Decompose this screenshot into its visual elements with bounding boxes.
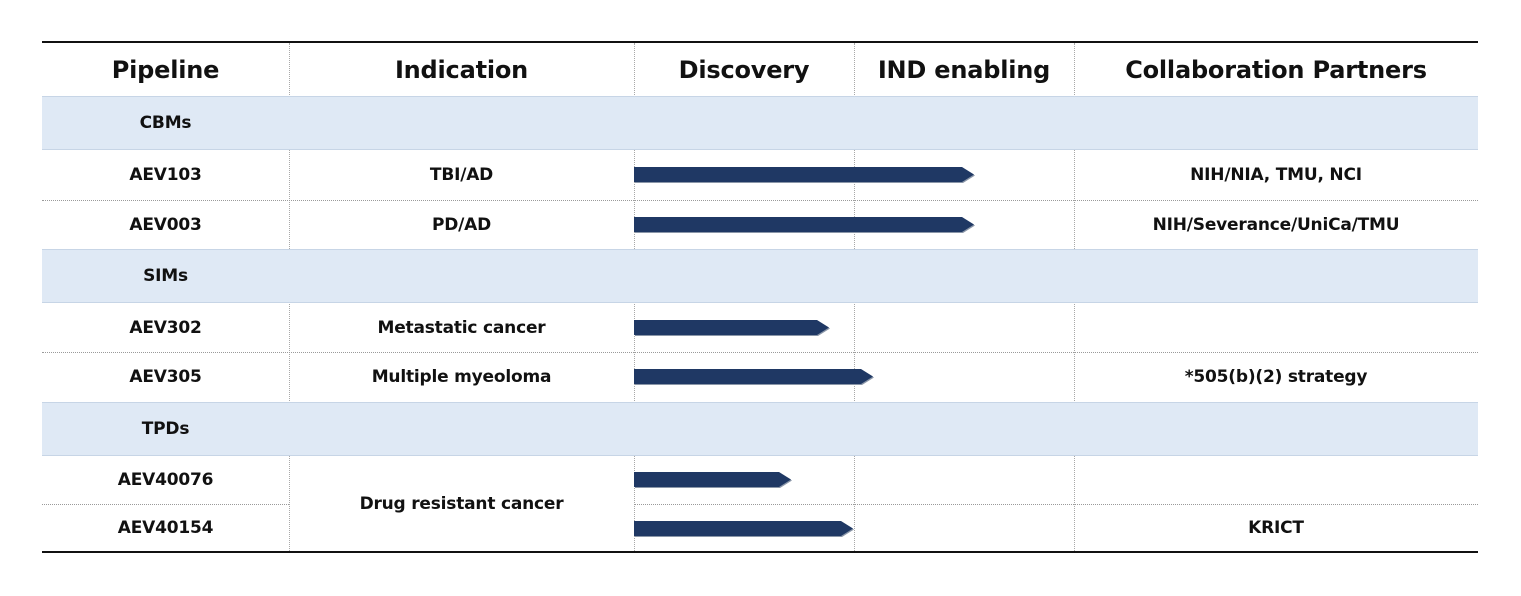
partners-cell: NIH/Severance/UniCa/TMU bbox=[1152, 215, 1400, 235]
section-label: SIMs bbox=[143, 266, 188, 286]
row-divider bbox=[42, 504, 289, 505]
progress-arrow-shape bbox=[634, 521, 853, 536]
progress-arrow-shape bbox=[634, 320, 829, 335]
partners-cell: *505(b)(2) strategy bbox=[1184, 367, 1368, 387]
table-row: AEV40076 bbox=[42, 456, 1478, 504]
progress-arrow bbox=[634, 320, 830, 336]
indication-cell: PD/AD bbox=[431, 215, 492, 235]
progress-arrow bbox=[634, 217, 975, 233]
partners-cell bbox=[1074, 456, 1478, 504]
progress-arrow-shape bbox=[634, 369, 873, 384]
section-row-cbms: CBMs bbox=[42, 96, 1478, 150]
partners-cell: KRICT bbox=[1248, 517, 1304, 538]
pipeline-table: Pipeline Indication Discovery IND enabli… bbox=[42, 41, 1478, 553]
partners-cell: NIH/NIA, TMU, NCI bbox=[1190, 165, 1362, 185]
table-row: AEV40154 KRICT bbox=[42, 504, 1478, 551]
header-ind-enabling: IND enabling bbox=[877, 55, 1051, 84]
section-row-tpds: TPDs bbox=[42, 402, 1478, 456]
table-row: AEV103 TBI/AD NIH/NIA, TMU, NCI bbox=[42, 150, 1478, 200]
indication-cell: Multiple myeoloma bbox=[371, 367, 552, 387]
header-pipeline: Pipeline bbox=[111, 55, 220, 84]
table-row: AEV305 Multiple myeoloma *505(b)(2) stra… bbox=[42, 352, 1478, 402]
section-label: CBMs bbox=[139, 113, 192, 133]
indication-cell: Metastatic cancer bbox=[377, 318, 546, 338]
progress-arrow-shape bbox=[634, 217, 974, 232]
progress-arrow bbox=[634, 521, 854, 537]
progress-bar bbox=[634, 166, 975, 183]
indication-cell: TBI/AD bbox=[429, 165, 494, 185]
progress-arrow-shape bbox=[634, 167, 974, 182]
progress-bar bbox=[634, 319, 830, 336]
pipeline-cell: AEV302 bbox=[129, 318, 202, 338]
header-discovery: Discovery bbox=[678, 55, 810, 84]
progress-bar bbox=[634, 368, 874, 385]
row-divider bbox=[42, 200, 1478, 201]
progress-arrow-shape bbox=[634, 472, 791, 487]
header-collaboration-partners: Collaboration Partners bbox=[1125, 55, 1427, 84]
progress-bar bbox=[634, 216, 975, 233]
merged-indication-row: Drug resistant cancer bbox=[289, 456, 634, 551]
pipeline-cell: AEV103 bbox=[129, 165, 202, 185]
row-divider bbox=[42, 352, 1478, 353]
partners-cell bbox=[1074, 303, 1478, 353]
pipeline-cell: AEV40154 bbox=[117, 517, 214, 538]
pipeline-cell: AEV40076 bbox=[117, 470, 214, 490]
pipeline-cell: AEV003 bbox=[129, 215, 202, 235]
progress-arrow bbox=[634, 472, 792, 488]
progress-bar bbox=[634, 471, 792, 488]
progress-bar bbox=[634, 520, 854, 537]
table-row: AEV302 Metastatic cancer bbox=[42, 303, 1478, 353]
header-indication: Indication bbox=[394, 55, 529, 84]
progress-arrow bbox=[634, 369, 874, 385]
indication-cell: Drug resistant cancer bbox=[359, 493, 564, 514]
row-divider bbox=[634, 504, 1478, 505]
table-row: AEV003 PD/AD NIH/Severance/UniCa/TMU bbox=[42, 200, 1478, 250]
progress-arrow bbox=[634, 167, 975, 183]
pipeline-cell: AEV305 bbox=[129, 367, 202, 387]
header-row: Pipeline Indication Discovery IND enabli… bbox=[42, 43, 1478, 96]
section-label: TPDs bbox=[141, 419, 190, 439]
section-row-sims: SIMs bbox=[42, 249, 1478, 303]
